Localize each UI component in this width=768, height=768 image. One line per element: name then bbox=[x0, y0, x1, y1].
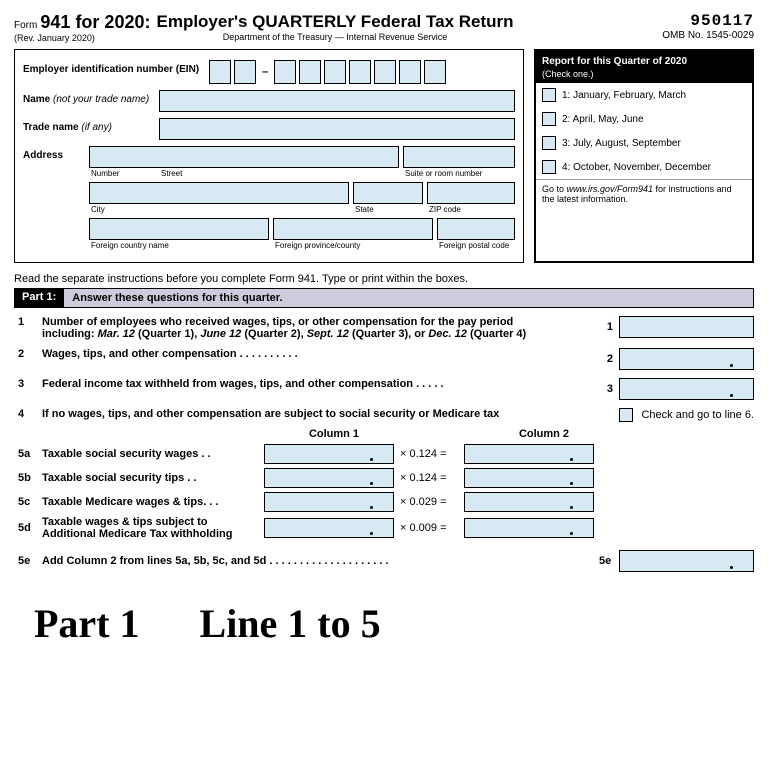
footer-lines: Line 1 to 5 bbox=[200, 600, 381, 647]
form-title: 941 for 2020: bbox=[40, 12, 150, 32]
quarter-1-checkbox[interactable] bbox=[542, 88, 556, 102]
employer-info-box: Employer identification number (EIN) – N… bbox=[14, 49, 524, 263]
form-header: Form 941 for 2020: (Rev. January 2020) E… bbox=[14, 12, 754, 43]
foreign-province-input[interactable] bbox=[273, 218, 433, 240]
line-5c-col1[interactable] bbox=[264, 492, 394, 512]
line-5a-col1[interactable] bbox=[264, 444, 394, 464]
name-hint: (not your trade name) bbox=[53, 94, 149, 105]
line-5e-text: Add Column 2 from lines 5a, 5b, 5c, and … bbox=[42, 555, 599, 567]
line-5d-col2[interactable] bbox=[464, 518, 594, 538]
name-label: Name bbox=[23, 94, 50, 105]
instructions-text: Read the separate instructions before yo… bbox=[14, 273, 754, 285]
quarter-title: Report for this Quarter of 2020 bbox=[536, 51, 752, 69]
city-input[interactable] bbox=[89, 182, 349, 204]
trade-label: Trade name bbox=[23, 122, 79, 133]
ein-input[interactable]: – bbox=[209, 60, 446, 84]
zip-input[interactable] bbox=[427, 182, 515, 204]
line-5b-col2[interactable] bbox=[464, 468, 594, 488]
check-one: (Check one.) bbox=[536, 69, 752, 83]
quarter-box: Report for this Quarter of 2020 (Check o… bbox=[534, 49, 754, 263]
line-4-check-text: Check and go to line 6. bbox=[641, 409, 754, 421]
line-5b-col1[interactable] bbox=[264, 468, 394, 488]
quarter-footer: Go to www.irs.gov/Form941 for instructio… bbox=[536, 179, 752, 210]
line-5d-col1[interactable] bbox=[264, 518, 394, 538]
column-1-header: Column 1 bbox=[264, 428, 404, 440]
ein-label: Employer identification number (EIN) bbox=[23, 60, 203, 75]
footer-caption: Part 1 Line 1 to 5 bbox=[14, 600, 754, 647]
foreign-country-input[interactable] bbox=[89, 218, 269, 240]
address-suite-input[interactable] bbox=[403, 146, 515, 168]
dept: Department of the Treasury — Internal Re… bbox=[156, 32, 513, 42]
line-3-input[interactable] bbox=[619, 378, 754, 400]
quarter-2-checkbox[interactable] bbox=[542, 112, 556, 126]
column-2-header: Column 2 bbox=[474, 428, 614, 440]
foreign-postal-input[interactable] bbox=[437, 218, 515, 240]
line-4-checkbox[interactable] bbox=[619, 408, 633, 422]
line-2-text: Wages, tips, and other compensation bbox=[42, 348, 599, 360]
address-label: Address bbox=[23, 146, 83, 161]
part-1-title: Answer these questions for this quarter. bbox=[64, 288, 754, 308]
line-2-input[interactable] bbox=[619, 348, 754, 370]
line-5b-text: Taxable social security tips bbox=[42, 472, 264, 484]
form-number: 950117 bbox=[662, 12, 754, 30]
trade-hint: (if any) bbox=[81, 122, 112, 133]
line-4-text: If no wages, tips, and other compensatio… bbox=[42, 408, 619, 420]
line-5c-col2[interactable] bbox=[464, 492, 594, 512]
quarter-3-checkbox[interactable] bbox=[542, 136, 556, 150]
line-1-input[interactable] bbox=[619, 316, 754, 338]
line-5d-text: Taxable wages & tips subject toAdditiona… bbox=[42, 516, 264, 540]
quarter-4-checkbox[interactable] bbox=[542, 160, 556, 174]
line-3-text: Federal income tax withheld from wages, … bbox=[42, 378, 599, 390]
form-subtitle: Employer's QUARTERLY Federal Tax Return bbox=[156, 12, 513, 31]
part-1-label: Part 1: bbox=[14, 288, 64, 308]
form-word: Form bbox=[14, 20, 37, 31]
address-street-input[interactable] bbox=[89, 146, 399, 168]
line-5a-text: Taxable social security wages bbox=[42, 448, 264, 460]
omb-number: OMB No. 1545-0029 bbox=[662, 30, 754, 41]
name-input[interactable] bbox=[159, 90, 515, 112]
revision: (Rev. January 2020) bbox=[14, 33, 150, 43]
line-5a-col2[interactable] bbox=[464, 444, 594, 464]
line-5e-input[interactable] bbox=[619, 550, 754, 572]
line-1-text: Number of employees who received wages, … bbox=[42, 316, 599, 340]
state-input[interactable] bbox=[353, 182, 423, 204]
line-5c-text: Taxable Medicare wages & tips. bbox=[42, 496, 264, 508]
footer-part: Part 1 bbox=[34, 600, 140, 647]
trade-input[interactable] bbox=[159, 118, 515, 140]
